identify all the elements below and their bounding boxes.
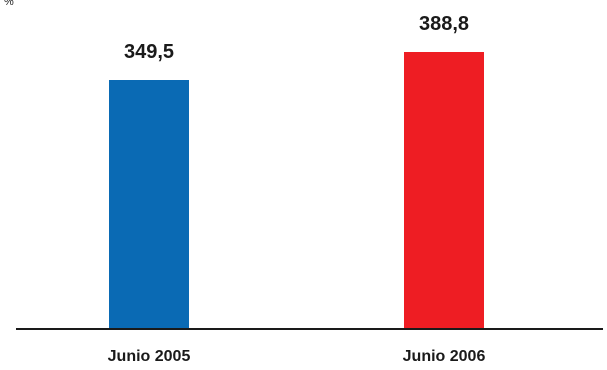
category-label-2: Junio 2006 [403, 348, 486, 365]
bar-value-label-2: 388,8 [419, 13, 469, 35]
bar-1 [109, 79, 189, 329]
value-labels-layer: 349,5 388,8 [124, 13, 469, 63]
bar-2 [404, 52, 484, 329]
bars-layer [109, 52, 484, 329]
bar-value-label-1: 349,5 [124, 41, 174, 63]
category-labels-layer: Junio 2005 Junio 2006 [108, 348, 486, 365]
unit-label: % [4, 0, 14, 8]
category-label-1: Junio 2005 [108, 348, 191, 365]
